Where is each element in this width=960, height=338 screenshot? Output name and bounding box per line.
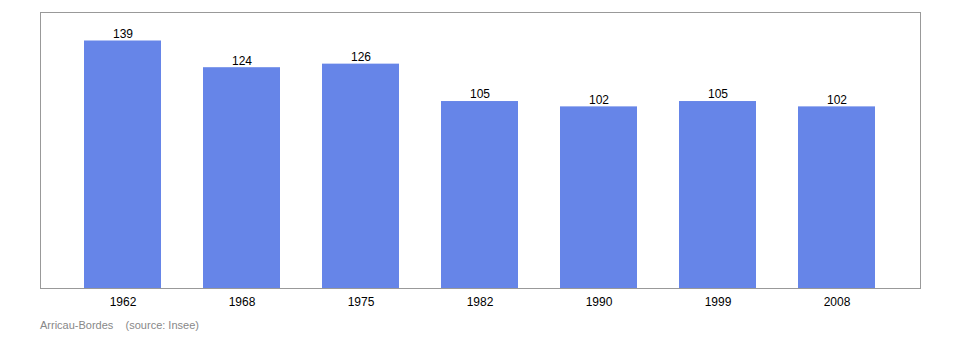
svg-text:105: 105 [470,87,490,101]
svg-text:1962: 1962 [110,295,137,309]
svg-text:105: 105 [708,87,728,101]
svg-text:1975: 1975 [348,295,375,309]
svg-text:139: 139 [113,27,133,41]
svg-text:1990: 1990 [586,295,613,309]
svg-text:102: 102 [827,93,847,107]
svg-text:126: 126 [351,50,371,64]
html-text:Arricau-Bordes (source: Insee): Arricau-Bordes (source: Insee) [40,319,199,331]
svg-text:1968: 1968 [229,295,256,309]
svg-text:102: 102 [589,93,609,107]
svg-text:2008: 2008 [824,295,851,309]
svg-text:1999: 1999 [705,295,732,309]
svg-text:1982: 1982 [467,295,494,309]
svg-text:124: 124 [232,54,252,68]
